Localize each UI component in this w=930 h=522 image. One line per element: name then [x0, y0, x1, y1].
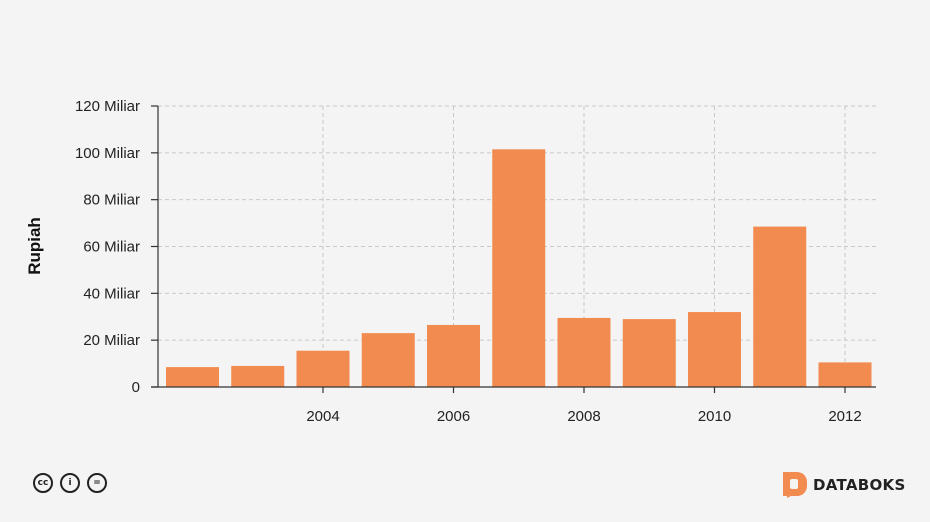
brand: DATABOKS [783, 472, 906, 498]
by-icon: i [60, 473, 80, 493]
bar-2003 [231, 365, 285, 387]
databoks-logo-icon [783, 472, 807, 498]
y-tick-label: 100 Miliar [75, 145, 140, 162]
y-tick-label: 120 Miliar [75, 98, 140, 115]
bar-2005 [361, 333, 415, 387]
x-tick-label: 2006 [437, 408, 470, 425]
bar-2004 [296, 350, 350, 387]
y-tick-label: 20 Miliar [83, 332, 140, 349]
nd-icon: = [87, 473, 107, 493]
x-tick-label: 2008 [567, 408, 600, 425]
bar-2007 [492, 149, 546, 387]
bar-2011 [753, 226, 807, 387]
x-tick-label: 2012 [828, 408, 861, 425]
license-icons: cc i = [33, 473, 107, 493]
bar-2008 [557, 317, 611, 387]
bar-2006 [427, 324, 480, 387]
bars [166, 149, 872, 387]
cc-icon: cc [33, 473, 53, 493]
bar-2009 [622, 319, 676, 387]
y-tick-label: 60 Miliar [83, 239, 140, 256]
brand-name: DATABOKS [813, 476, 906, 494]
y-tick-label: 80 Miliar [83, 192, 140, 209]
bar-2010 [688, 312, 741, 387]
x-tick-label: 2004 [306, 408, 339, 425]
bar-2002 [166, 367, 219, 387]
x-tick-label: 2010 [698, 408, 731, 425]
bar-2012 [818, 362, 872, 387]
y-axis-title: Rupiah [25, 217, 44, 275]
y-tick-label: 0 [132, 379, 140, 396]
y-tick-label: 40 Miliar [83, 285, 140, 302]
y-axis-ticks: 0 20 Miliar 40 Miliar 60 Miliar 80 Miliar 100… [75, 98, 158, 396]
x-axis-ticks: 2004 2006 2008 2010 2012 [306, 387, 862, 425]
